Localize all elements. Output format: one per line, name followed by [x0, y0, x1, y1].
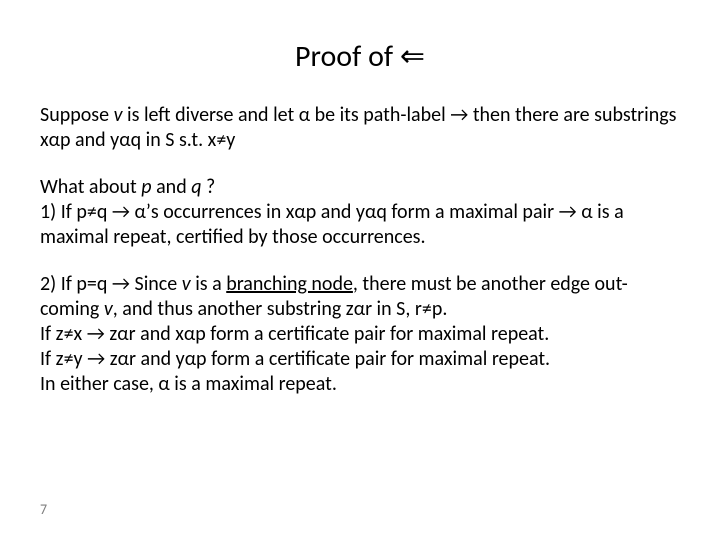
alpha-symbol: α — [354, 297, 365, 321]
text: is a — [191, 272, 227, 296]
text: q in S s.t. x — [131, 128, 217, 152]
paragraph-3: 2) If p=q → Since v is a branching node,… — [40, 272, 680, 397]
neq-symbol: ≠ — [422, 297, 432, 321]
alpha-symbol: α — [185, 347, 196, 371]
var-v: v — [182, 272, 191, 296]
text: y — [74, 347, 88, 371]
implies-symbol: → — [87, 322, 105, 346]
text: y — [226, 128, 235, 152]
text: is a maximal repeat. — [170, 372, 337, 396]
text: If z — [40, 347, 64, 371]
text: p and y — [60, 128, 119, 152]
text: p and y — [306, 200, 365, 224]
var-v: v — [104, 297, 113, 321]
text: ? — [202, 175, 216, 199]
alpha-symbol: α — [135, 200, 146, 224]
page-number: 7 — [40, 501, 47, 518]
alpha-symbol: α — [581, 200, 592, 224]
implies-symbol: → — [112, 272, 130, 296]
alpha-symbol: α — [117, 322, 128, 346]
text: is left diverse and let — [122, 103, 298, 127]
text: r and y — [129, 347, 185, 371]
alpha-symbol: α — [184, 322, 195, 346]
neq-symbol: ≠ — [216, 128, 226, 152]
text: Since — [130, 272, 182, 296]
text: p. — [432, 297, 448, 321]
text: z — [105, 322, 117, 346]
alpha-symbol: α — [299, 103, 310, 127]
slide-title: Proof of ⇐ — [40, 38, 680, 75]
neq-symbol: ≠ — [64, 347, 74, 371]
implies-symbol: → — [112, 200, 130, 224]
text: Suppose — [40, 103, 114, 127]
paragraph-1: Suppose v is left diverse and let α be i… — [40, 103, 680, 153]
text: q form a maximal pair — [376, 200, 558, 224]
alpha-symbol: α — [294, 200, 305, 224]
title-text: Proof of — [295, 38, 400, 75]
implies-symbol: → — [559, 200, 577, 224]
alpha-symbol: α — [49, 128, 60, 152]
text: In either case, — [40, 372, 158, 396]
alpha-symbol: α — [118, 347, 129, 371]
text: r in S, r — [365, 297, 422, 321]
implies-symbol: → — [87, 347, 105, 371]
var-q: q — [191, 175, 201, 199]
text: q — [97, 200, 112, 224]
text: What about — [40, 175, 141, 199]
alpha-symbol: α — [365, 200, 376, 224]
paragraph-2: What about p and q ? 1) If p≠q → α’s occ… — [40, 175, 680, 250]
neq-symbol: ≠ — [64, 322, 74, 346]
title-arrow-symbol: ⇐ — [400, 38, 425, 75]
underlined-text: branching node — [226, 272, 353, 296]
neq-symbol: ≠ — [87, 200, 97, 224]
text: and — [152, 175, 192, 199]
text: If z — [40, 322, 64, 346]
text: 1) If p — [40, 200, 87, 224]
text: , and thus another substring z — [113, 297, 354, 321]
text: p form a certificate pair for maximal re… — [196, 347, 550, 371]
var-p: p — [141, 175, 151, 199]
implies-symbol: → — [450, 103, 468, 127]
text: x — [74, 322, 87, 346]
text: r and x — [129, 322, 184, 346]
text: ’s occurrences in x — [146, 200, 294, 224]
text: z — [105, 347, 117, 371]
alpha-symbol: α — [119, 128, 130, 152]
alpha-symbol: α — [158, 372, 169, 396]
text: 2) If p=q — [40, 272, 112, 296]
text: p form a certificate pair for maximal re… — [195, 322, 549, 346]
text: be its path-label — [310, 103, 450, 127]
